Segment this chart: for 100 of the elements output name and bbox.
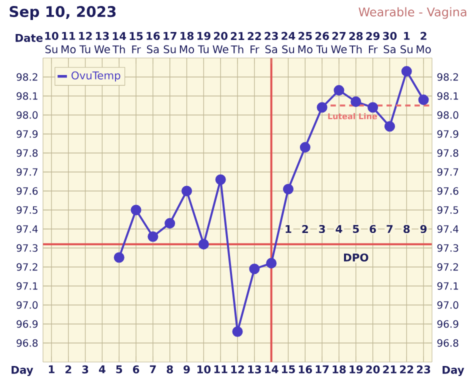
text: Fr [250, 45, 260, 54]
text: Fr [368, 45, 378, 54]
point [418, 94, 429, 105]
x2-tick-label: 23 [264, 32, 278, 40]
text: Fr [132, 45, 141, 54]
y-tick-label: 97.3 [16, 244, 38, 252]
y2-tick-label: 96.9 [437, 320, 458, 328]
text: Day [442, 366, 464, 376]
text: We [94, 45, 110, 54]
x2-tick-label: 1 [404, 32, 410, 40]
text: Su [45, 44, 58, 54]
text: Th [112, 44, 125, 54]
x-tick-label: 1 [48, 365, 54, 373]
y2-tick-label: 98.0 [437, 110, 458, 119]
y2-tick-label: 98.1 [437, 92, 458, 100]
x2-tick-label: 13 [96, 32, 109, 40]
y2-tick-label: 97.8 [437, 148, 458, 157]
x-tick-label: 7 [150, 365, 156, 373]
x-tick-label: 16 [298, 365, 312, 374]
x-tick-label: 9 [184, 365, 190, 374]
x2-tick-label: 10 [45, 32, 58, 40]
annotation: 7 [386, 224, 393, 233]
text: Tu [316, 45, 327, 54]
x-tick-label: 18 [332, 365, 346, 374]
x-tick-label: 19 [350, 365, 363, 374]
x2-tick-label: 19 [197, 32, 210, 40]
x-tick-label: 23 [416, 365, 430, 374]
y-tick-label: 97.9 [16, 130, 38, 138]
x2-tick-label: 22 [248, 32, 261, 40]
y-tick-label: 97.7 [16, 168, 38, 176]
y-tick-label: 98.0 [16, 110, 38, 119]
x2-tick-label: 11 [62, 32, 76, 40]
point [368, 102, 378, 112]
x-tick-label: 21 [383, 365, 396, 374]
point [266, 258, 277, 268]
x-axis-title: Day [12, 366, 34, 376]
text: Sa [384, 44, 396, 54]
point [148, 231, 158, 242]
annotation: 9 [420, 224, 427, 233]
x2-tick-label: 24 [282, 32, 296, 40]
chart-subtitle: Wearable - Vagina [358, 6, 466, 19]
x2-tick-label: 21 [230, 32, 244, 40]
text: Mo [416, 45, 431, 54]
x2-tick-label: 12 [79, 32, 92, 40]
x-tick-label: 6 [132, 365, 140, 374]
annotation: 5 [353, 224, 359, 233]
y-tick-label: 97.1 [16, 282, 38, 290]
annotation: 8 [404, 224, 410, 233]
point [114, 252, 124, 263]
x2-tick-label: 27 [332, 32, 346, 40]
text: We [331, 45, 347, 54]
x-tick-label: 22 [400, 365, 414, 374]
y2-tick-label: 97.6 [437, 186, 458, 195]
y-tick-label: 97.0 [16, 300, 38, 309]
x2-tick-label: 17 [164, 32, 176, 40]
y-tick-label: 98.1 [16, 92, 38, 100]
text: Su [282, 44, 294, 54]
point [316, 102, 328, 112]
y-tick-label: 96.9 [16, 320, 38, 328]
text: Mo [298, 45, 312, 54]
x-tick-label: 8 [166, 365, 173, 374]
text: Mo [180, 45, 194, 54]
x2-tick-label: 28 [349, 32, 363, 40]
text: Su [164, 44, 176, 54]
text: Su [400, 44, 412, 54]
annotation: 6 [370, 224, 376, 233]
y2-tick-label: 97.3 [437, 244, 458, 252]
y2-tick-label: 97.0 [437, 300, 458, 309]
point [334, 84, 344, 96]
point [198, 238, 209, 250]
text: Sa [146, 44, 159, 54]
x-tick-label: 5 [116, 365, 122, 374]
x2-tick-label: 15 [130, 32, 143, 40]
point [350, 96, 362, 107]
y-tick-label: 97.5 [16, 206, 38, 214]
y-tick-label: 97.6 [16, 186, 38, 195]
x2-tick-label: 29 [366, 32, 380, 40]
y2-tick-label: 97.1 [437, 282, 458, 290]
y2-tick-label: 97.2 [437, 262, 458, 271]
annotation: DPO [344, 253, 368, 262]
x-tick-label: 2 [65, 365, 72, 374]
text: We [212, 45, 228, 54]
text: Th [349, 44, 362, 54]
annotation: 1 [286, 224, 292, 233]
text: Th [230, 44, 244, 54]
annotation: 4 [336, 224, 342, 233]
y2-tick-label: 97.9 [437, 130, 458, 138]
x2-tick-label: 14 [112, 32, 126, 40]
annotation: 3 [319, 224, 325, 233]
point [164, 218, 176, 228]
y-tick-label: 96.8 [16, 338, 38, 347]
annotation: 2 [302, 224, 308, 233]
y-tick-label: 97.2 [16, 262, 38, 271]
point [401, 66, 412, 76]
y2-tick-label: 97.5 [437, 206, 458, 214]
x-tick-label: 14 [265, 365, 278, 373]
x2-tick-label: 25 [298, 32, 312, 40]
y-tick-label: 98.2 [16, 72, 38, 81]
point [232, 326, 243, 337]
x2-tick-label: 2 [420, 32, 426, 40]
